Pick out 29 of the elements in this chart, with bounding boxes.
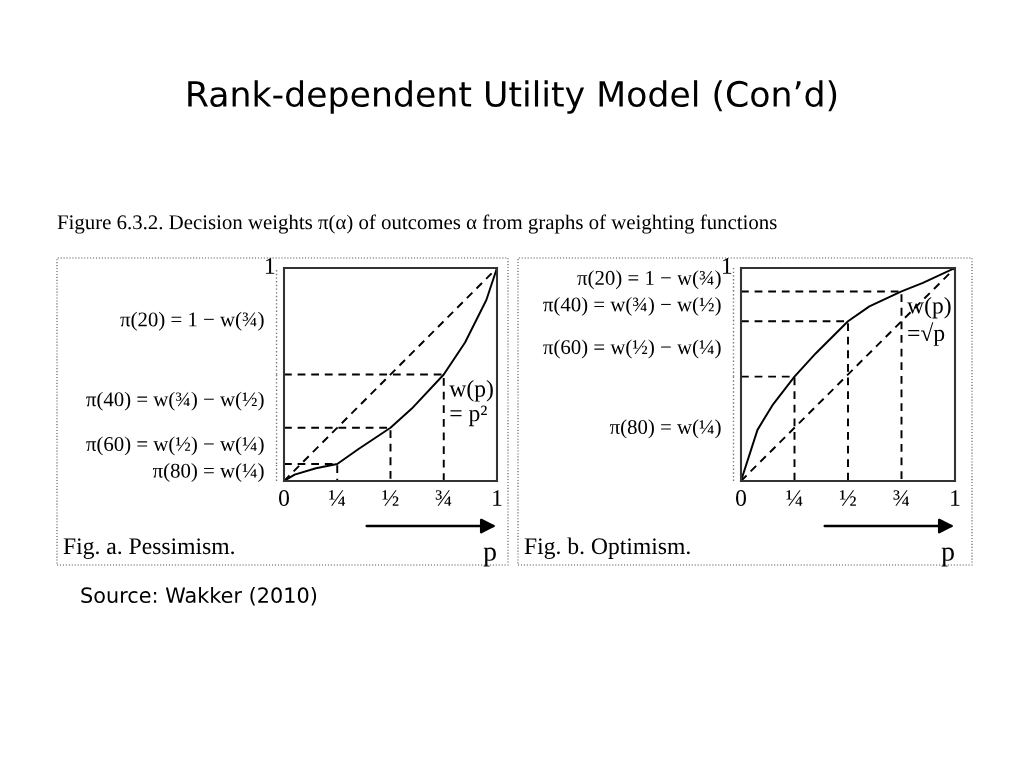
text: π(80) = w(¼) (152, 463, 264, 482)
text: Fig. b. Optimism. (524, 537, 690, 559)
text: π(80) = w(¼) (609, 419, 721, 439)
x-tick-label: 1 (493, 490, 502, 506)
chart-title: Rank-dependent Utility Model (Con’d) (188, 80, 837, 114)
annotation: w(p) = p² (449, 380, 493, 427)
x-tick-label: ¾ (893, 490, 909, 506)
x-tick-label: ¾ (435, 490, 452, 506)
text: Fig. a. Pessimism. (63, 538, 234, 559)
text: π(20) = 1 − w(¾) (577, 270, 721, 290)
text: π(60) = w(½) − w(¼) (86, 436, 264, 456)
x-axis-title: p (941, 547, 954, 567)
text: π(60) = w(½) − w(¼) (543, 339, 721, 359)
x-tick-label: ¼ (786, 490, 803, 506)
text: π(40) = w(¾) − w(½) (86, 391, 264, 411)
x-tick-label: 0 (279, 490, 289, 506)
x-tick-label: ½ (382, 490, 399, 506)
x-tick-label: ½ (839, 490, 856, 506)
chart-subtitle: Figure 6.3.2. Decision weights π(α) of outcomes α from graphs of weighting functions (57, 214, 777, 234)
text: 1 (722, 258, 732, 274)
x-tick-label: 0 (736, 490, 746, 506)
x-tick-label: 1 (951, 490, 960, 506)
annotation: w(p) =√p (907, 296, 951, 346)
text: π(40) = w(¾) − w(½) (543, 296, 721, 316)
text: π(20) = 1 − w(¾) (120, 311, 264, 331)
source-note: Source: Wakker (2010) (81, 586, 317, 606)
text: 1 (265, 258, 275, 274)
x-axis-title: p (483, 547, 496, 567)
x-tick-label: ¼ (329, 490, 346, 506)
